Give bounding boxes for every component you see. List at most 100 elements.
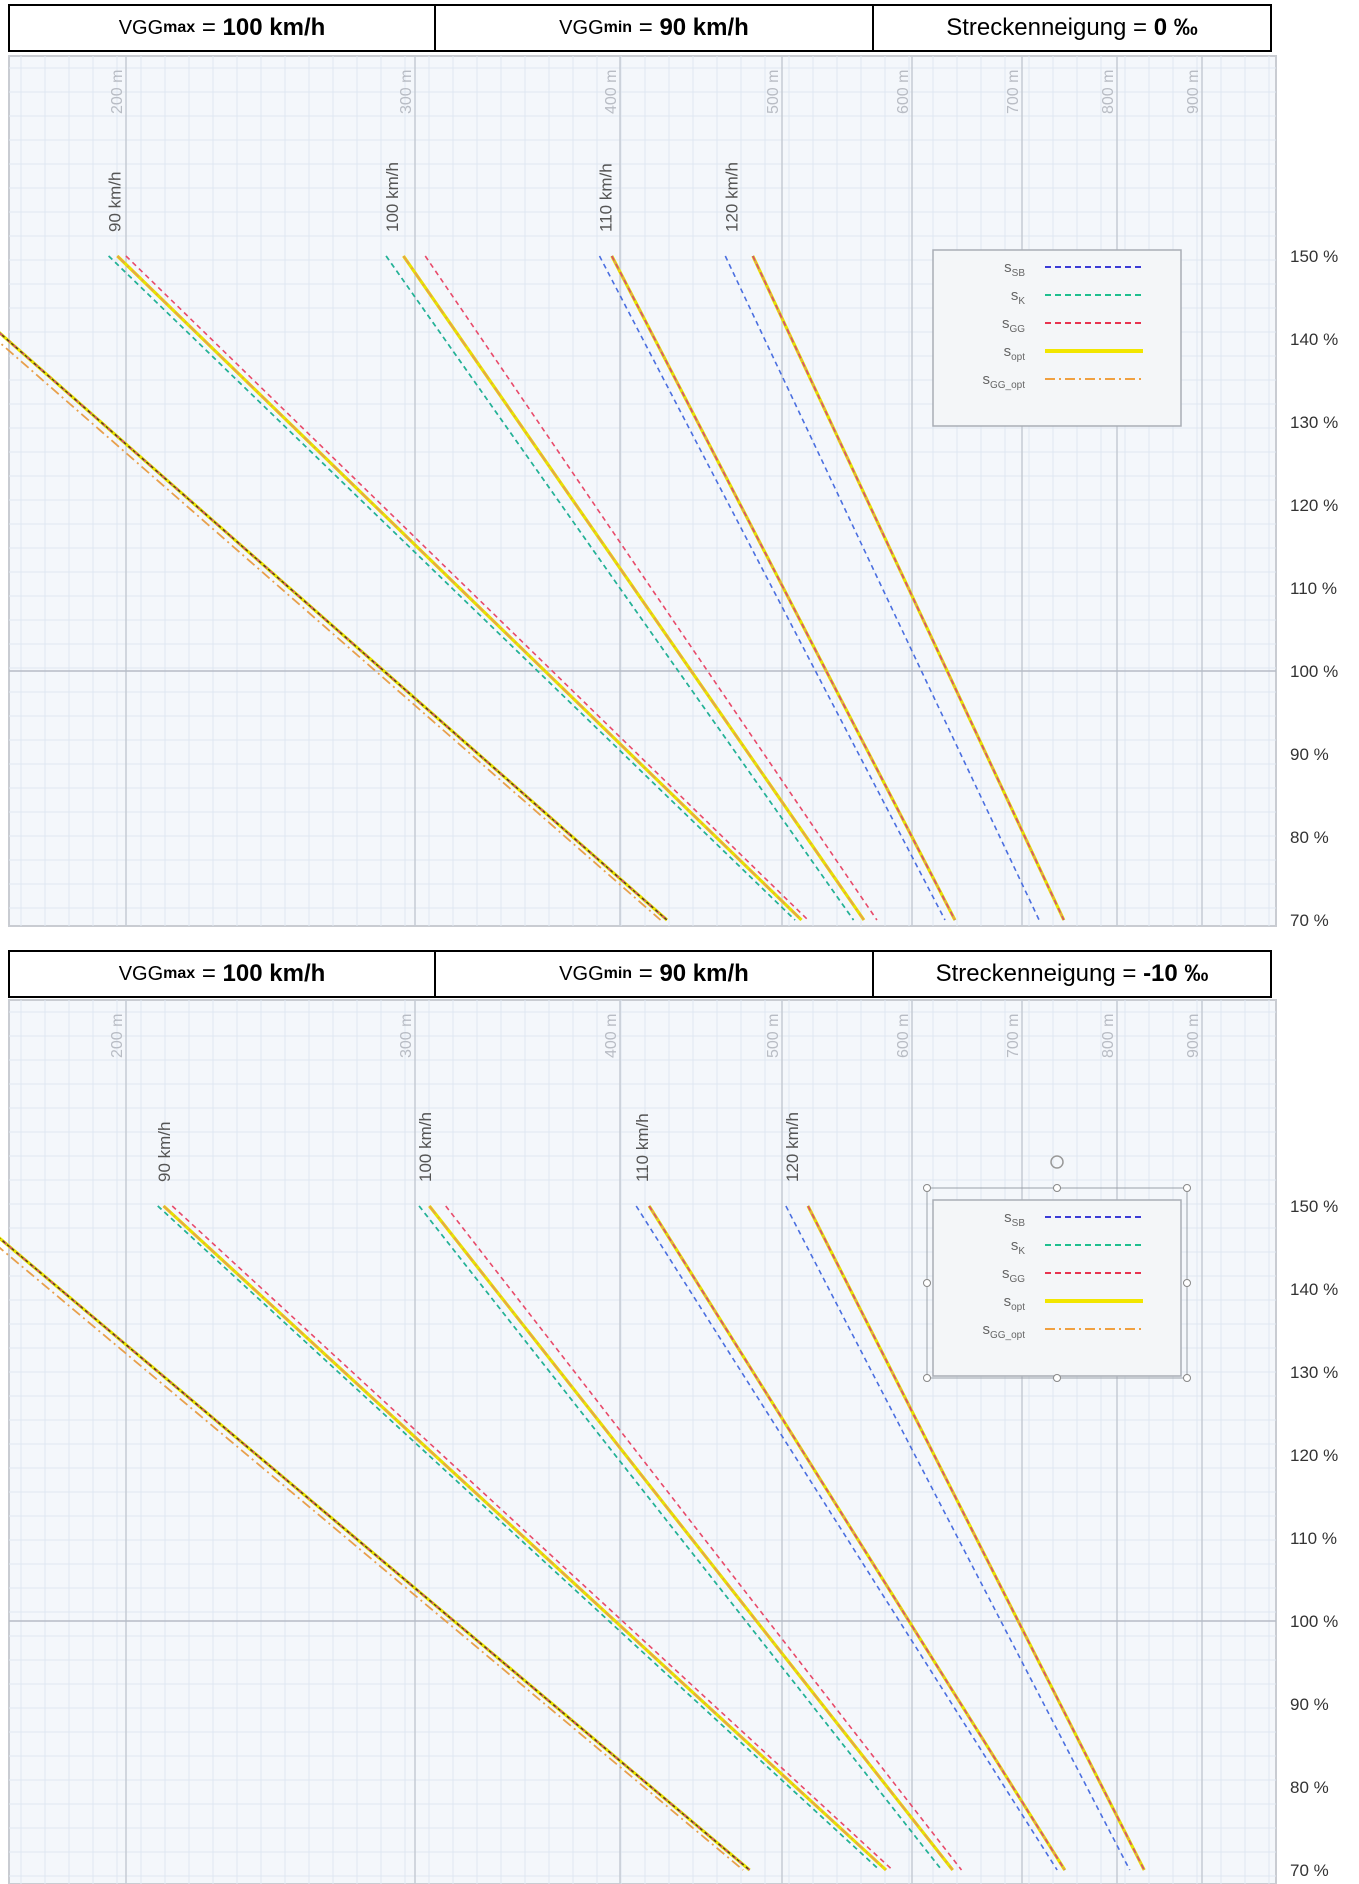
- distance-tick-label: 500 m: [765, 1014, 782, 1058]
- resize-handle: [923, 1374, 931, 1382]
- series-group: [0, 1236, 751, 1872]
- vmin-prefix: VGG: [559, 962, 604, 985]
- vmax-sub: max: [163, 19, 196, 36]
- legend-label: sGG: [1002, 1265, 1025, 1285]
- y-tick-label: 130 %: [1290, 1363, 1338, 1382]
- chart-panel-top: VGG max = 100 km/h VGG min = 90 km/h Strec…: [0, 0, 1359, 940]
- legend-label: sopt: [1004, 1293, 1026, 1313]
- y-tick-label: 150 %: [1290, 1197, 1338, 1216]
- series-group: [418, 1205, 963, 1871]
- chart-header: VGG max = 100 km/h VGG min = 90 km/h Strec…: [8, 4, 1272, 52]
- legend-box: [932, 1199, 1182, 1377]
- sgg-line: [0, 332, 668, 921]
- resize-handle: [1183, 1184, 1191, 1192]
- speed-label: 100 km/h: [416, 1112, 435, 1182]
- y-tick-label: 140 %: [1290, 1280, 1338, 1299]
- ssb-line-dark: [0, 1237, 751, 1871]
- legend-label: sSB: [1004, 259, 1025, 279]
- vmin-cell: VGG min = 90 km/h: [434, 952, 872, 996]
- speed-label: 100 km/h: [383, 162, 402, 232]
- slope-cell: Streckenneigung = 0 ‰: [872, 6, 1270, 50]
- vmax-eq: =: [195, 960, 223, 987]
- series-group: [724, 255, 1066, 921]
- legend-label: sGG_opt: [982, 1321, 1025, 1341]
- ssb-line: [724, 255, 1040, 921]
- legend-label: sGG: [1002, 315, 1025, 335]
- sgg-line: [424, 255, 878, 921]
- y-tick-label: 100 %: [1290, 1612, 1338, 1631]
- legend-label: sGG_opt: [982, 371, 1025, 391]
- y-tick-label: 110 %: [1290, 579, 1337, 598]
- speed-label: 110 km/h: [633, 1113, 652, 1182]
- sgg-opt-line: [807, 1205, 1146, 1871]
- distance-tick-label: 400 m: [603, 1014, 620, 1058]
- selection-frame: [923, 1155, 1191, 1382]
- y-tick-label: 110 %: [1290, 1529, 1337, 1548]
- slope-value: 0 ‰: [1153, 14, 1198, 41]
- resize-handle: [1183, 1279, 1191, 1287]
- vmin-eq: =: [632, 960, 660, 987]
- series-group: [0, 331, 669, 922]
- distance-tick-label: 900 m: [1185, 70, 1202, 114]
- sgg-line: [611, 255, 956, 921]
- y-tick-label: 120 %: [1290, 496, 1338, 515]
- distance-tick-label: 200 m: [109, 1014, 126, 1058]
- vmax-cell: VGG max = 100 km/h: [10, 6, 434, 50]
- distance-tick-label: 400 m: [603, 70, 620, 114]
- series-group: [157, 1204, 894, 1872]
- slope-label: Streckenneigung =: [946, 14, 1154, 41]
- slope-cell: Streckenneigung = -10 ‰: [872, 952, 1270, 996]
- distance-tick-label: 300 m: [398, 1014, 415, 1058]
- minor-grid: [9, 1000, 1276, 1884]
- resize-handle: [1053, 1184, 1061, 1192]
- sk-line: [385, 255, 855, 921]
- distance-tick-label: 800 m: [1100, 1014, 1117, 1058]
- y-tick-label: 90 %: [1290, 1695, 1329, 1714]
- vmin-sub: min: [603, 965, 633, 982]
- speed-label: 110 km/h: [597, 163, 616, 232]
- y-tick-label: 150 %: [1290, 247, 1338, 266]
- speed-label: 120 km/h: [722, 162, 741, 232]
- resize-handle: [923, 1184, 931, 1192]
- y-tick-label: 130 %: [1290, 413, 1338, 432]
- sgg-opt-line: [752, 255, 1065, 921]
- y-tick-label: 140 %: [1290, 330, 1338, 349]
- vmin-value: 90 km/h: [659, 14, 749, 41]
- sk-line: [157, 1205, 881, 1871]
- slope-label: Streckenneigung =: [935, 960, 1144, 987]
- resize-handle: [1053, 1374, 1061, 1382]
- major-grid: [125, 1000, 1203, 1884]
- sgg-line: [171, 1205, 894, 1871]
- rotate-handle-icon: [1050, 1155, 1064, 1169]
- vmin-value: 90 km/h: [659, 960, 749, 987]
- speed-label: 90 km/h: [106, 172, 125, 232]
- distance-tick-label: 700 m: [1005, 70, 1022, 114]
- distance-tick-label: 600 m: [895, 1014, 912, 1058]
- minor-grid: [9, 56, 1276, 926]
- chart-svg: 200 m 300 m 400 m 500 m 600 m 700 m 800 m 900 m…: [0, 55, 1338, 930]
- ssb-line: [598, 255, 946, 921]
- plot-area: [8, 55, 1277, 927]
- vmax-prefix: VGG: [118, 16, 164, 39]
- sgg-opt-line: [402, 255, 865, 921]
- vmax-sub: max: [163, 965, 196, 982]
- distance-tick-label: 900 m: [1185, 1014, 1202, 1058]
- vmax-cell: VGG max = 100 km/h: [10, 952, 434, 996]
- y-tick-label: 80 %: [1290, 1778, 1329, 1797]
- legend: sSB sK sGG sopt sGG_opt: [932, 249, 1182, 427]
- vmin-sub: min: [603, 19, 633, 36]
- distance-tick-label: 700 m: [1005, 1014, 1022, 1058]
- chart-header: VGG max = 100 km/h VGG min = 90 km/h Strec…: [8, 950, 1272, 998]
- distance-tick-label: 200 m: [109, 70, 126, 114]
- major-grid: [125, 56, 1203, 926]
- legend: sSB sK sGG sopt sGG_opt: [932, 1199, 1182, 1377]
- sk-line: [108, 255, 796, 921]
- distance-tick-label: 500 m: [765, 70, 782, 114]
- y-tick-label: 100 %: [1290, 662, 1338, 681]
- resize-handle: [1183, 1374, 1191, 1382]
- ssb-line: [785, 1205, 1131, 1871]
- legend-label: sK: [1011, 287, 1026, 307]
- sgg-line: [125, 255, 809, 921]
- plot-area: [8, 999, 1277, 1884]
- legend-label: sSB: [1004, 1209, 1025, 1229]
